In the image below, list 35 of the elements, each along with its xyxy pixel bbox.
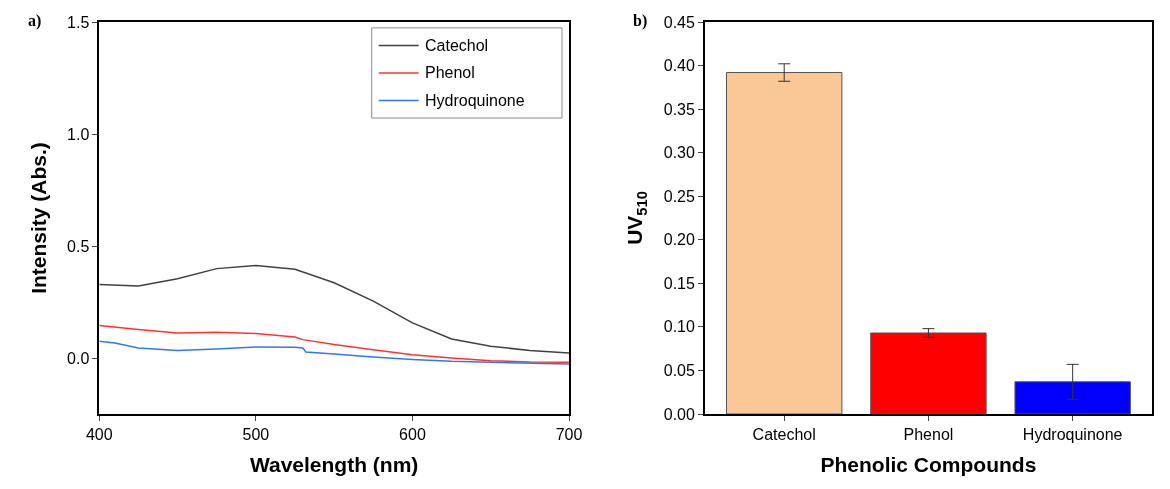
- x-tick-label: 700: [555, 425, 583, 443]
- x-tick-label: Phenol: [903, 425, 954, 443]
- line-series: [99, 264, 570, 354]
- y-tick-label: 0.35: [663, 100, 696, 118]
- y-tick-label: 0.20: [663, 231, 696, 249]
- y-tick-label: 0.25: [663, 187, 696, 205]
- y-tick-label: 0.30: [663, 144, 696, 162]
- x-tick-label: 400: [85, 425, 113, 443]
- bar: [726, 72, 843, 414]
- line-series: [99, 324, 570, 364]
- legend-label: Catechol: [425, 37, 489, 54]
- y-tick-label: 0.5: [67, 237, 90, 255]
- y-tick-label: 0.15: [663, 274, 696, 292]
- x-tick-label: Hydroquinone: [1022, 425, 1123, 443]
- y-tick-label: 0.0: [67, 349, 90, 367]
- y-tick-label: 0.00: [663, 405, 696, 423]
- y-tick-label: 1.0: [67, 125, 90, 143]
- legend-label: Phenol: [425, 64, 475, 81]
- y-tick-label: 0.40: [663, 57, 696, 75]
- x-axis-title: Phenolic Compounds: [820, 452, 1037, 476]
- x-tick-label: 600: [399, 425, 426, 443]
- y-axis-title: Intensity (Abs.): [26, 142, 50, 294]
- x-axis-title: Wavelength (nm): [249, 452, 419, 476]
- bar: [870, 332, 987, 414]
- x-tick-label: Catechol: [752, 425, 816, 443]
- y-tick-label: 0.05: [663, 362, 696, 380]
- line-series: [99, 340, 570, 365]
- y-tick-label: 0.10: [663, 318, 696, 336]
- legend-label: Hydroquinone: [425, 92, 525, 109]
- text: a): [28, 12, 42, 30]
- text: b): [633, 12, 648, 30]
- x-tick-label: 500: [242, 425, 270, 443]
- y-tick-label: 1.5: [67, 13, 90, 31]
- y-tick-label: 0.45: [663, 13, 696, 31]
- bar: [1014, 381, 1131, 414]
